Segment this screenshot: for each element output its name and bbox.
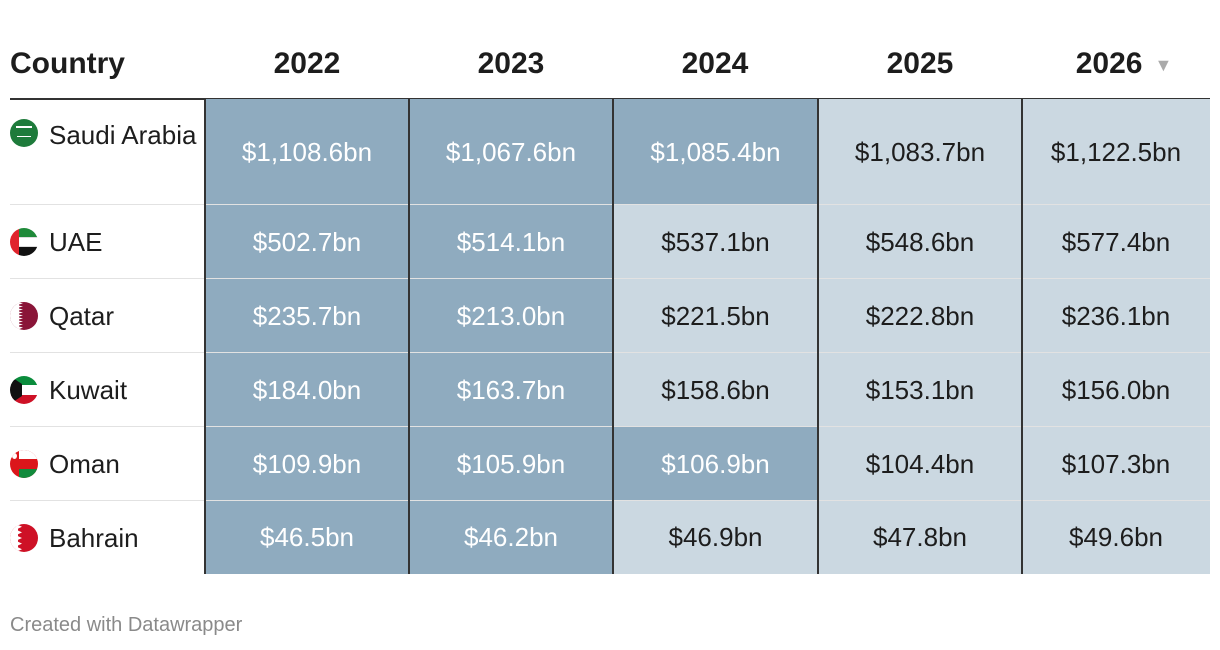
- value-cell-2025: $47.8bn: [818, 501, 1022, 574]
- row-divider: [10, 500, 1210, 501]
- value-cell-2024: $1,085.4bn: [613, 99, 818, 205]
- kuwait-flag-icon: [10, 376, 38, 404]
- country-cell: Bahrain: [10, 501, 205, 574]
- value-cell-2023: $163.7bn: [409, 353, 613, 427]
- value-cell-2023: $213.0bn: [409, 279, 613, 353]
- value-cell-2023: $514.1bn: [409, 205, 613, 279]
- column-header-2026[interactable]: 2026 ▼: [1022, 42, 1220, 86]
- country-cell: Qatar: [10, 279, 205, 353]
- value-cell-2024: $221.5bn: [613, 279, 818, 353]
- sort-descending-icon[interactable]: ▼: [1154, 55, 1173, 76]
- value-cell-2024: $158.6bn: [613, 353, 818, 427]
- value-cell-2026: $49.6bn: [1022, 501, 1210, 574]
- row-divider: [10, 204, 1210, 205]
- table-row: Qatar $235.7bn $213.0bn $221.5bn $222.8bn $23…: [10, 279, 1210, 353]
- table-row: Bahrain $46.5bn $46.2bn $46.9bn $47.8bn $49.6…: [10, 501, 1210, 574]
- value-cell-2025: $1,083.7bn: [818, 99, 1022, 205]
- column-divider: [1021, 99, 1023, 574]
- country-name: Bahrain: [49, 522, 139, 553]
- country-cell: UAE: [10, 205, 205, 279]
- column-divider: [408, 99, 410, 574]
- value-cell-2024: $537.1bn: [613, 205, 818, 279]
- column-header-country[interactable]: Country: [10, 47, 125, 80]
- table-row: UAE $502.7bn $514.1bn $537.1bn $548.6bn $577.…: [10, 205, 1210, 279]
- row-divider: [10, 278, 1210, 279]
- column-header-2026-label: 2026: [1075, 47, 1143, 80]
- qatar-flag-icon: [10, 302, 38, 330]
- row-divider: [10, 426, 1210, 427]
- country-cell: Oman: [10, 427, 205, 501]
- table-row: Kuwait $184.0bn $163.7bn $158.6bn $153.1bn $1…: [10, 353, 1210, 427]
- value-cell-2025: $104.4bn: [818, 427, 1022, 501]
- column-header-2024[interactable]: 2024: [681, 47, 749, 80]
- value-cell-2023: $1,067.6bn: [409, 99, 613, 205]
- country-name: Oman: [49, 449, 120, 479]
- row-divider: [10, 352, 1210, 353]
- saudi-arabia-flag-icon: [10, 119, 38, 147]
- oman-flag-icon: [10, 450, 38, 478]
- value-cell-2026: $236.1bn: [1022, 279, 1210, 353]
- column-divider: [817, 99, 819, 574]
- country-cell: Saudi Arabia: [10, 99, 205, 205]
- footer-credit[interactable]: Created with Datawrapper: [10, 614, 243, 636]
- country-name: Kuwait: [49, 375, 128, 405]
- bahrain-flag-icon: [10, 523, 38, 552]
- value-cell-2022: $235.7bn: [205, 279, 409, 353]
- value-cell-2022: $46.5bn: [205, 501, 409, 574]
- value-cell-2026: $107.3bn: [1022, 427, 1210, 501]
- value-cell-2026: $156.0bn: [1022, 353, 1210, 427]
- value-cell-2025: $548.6bn: [818, 205, 1022, 279]
- value-cell-2026: $1,122.5bn: [1022, 99, 1210, 205]
- value-cell-2022: $1,108.6bn: [205, 99, 409, 205]
- country-name: Qatar: [49, 301, 115, 331]
- value-cell-2023: $105.9bn: [409, 427, 613, 501]
- country-cell: Kuwait: [10, 353, 205, 427]
- country-name: Saudi Arabia: [49, 120, 197, 150]
- column-divider: [612, 99, 614, 574]
- uae-flag-icon: [10, 228, 38, 256]
- table-row: Oman $109.9bn $105.9bn $106.9bn $104.4bn $107…: [10, 427, 1210, 501]
- column-header-2022[interactable]: 2022: [273, 47, 341, 80]
- value-cell-2025: $222.8bn: [818, 279, 1022, 353]
- value-cell-2025: $153.1bn: [818, 353, 1022, 427]
- value-cell-2026: $577.4bn: [1022, 205, 1210, 279]
- column-divider: [204, 99, 206, 574]
- country-name: UAE: [49, 227, 103, 257]
- value-cell-2022: $184.0bn: [205, 353, 409, 427]
- value-cell-2023: $46.2bn: [409, 501, 613, 574]
- value-cell-2022: $502.7bn: [205, 205, 409, 279]
- value-cell-2024: $106.9bn: [613, 427, 818, 501]
- value-cell-2022: $109.9bn: [205, 427, 409, 501]
- value-cell-2024: $46.9bn: [613, 501, 818, 574]
- column-header-2025[interactable]: 2025: [886, 47, 954, 80]
- table-row: Saudi Arabia $1,108.6bn $1,067.6bn $1,085.4…: [10, 99, 1210, 205]
- column-header-2023[interactable]: 2023: [477, 47, 545, 80]
